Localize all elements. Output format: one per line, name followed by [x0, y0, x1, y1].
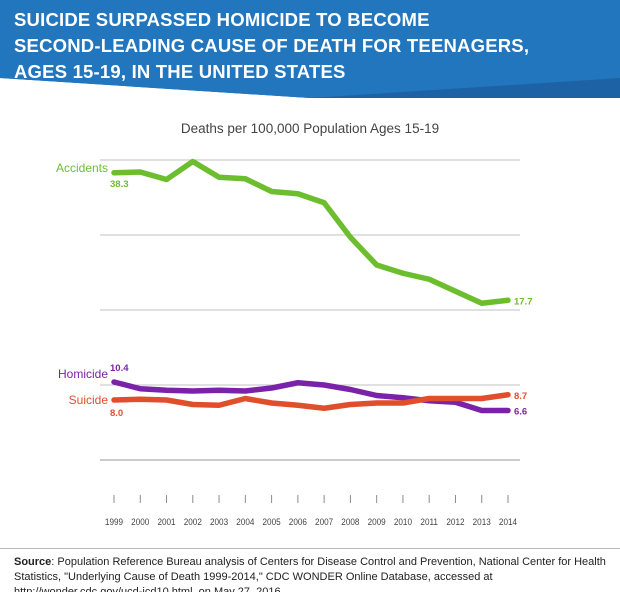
series-line-homicide — [111, 379, 511, 414]
x-tick-label: 2005 — [263, 516, 281, 527]
source-text: : Population Reference Bureau analysis o… — [14, 556, 606, 592]
x-tick-label: 2003 — [210, 516, 228, 527]
line-chart: Deaths per 100,000 Population Ages 15-19… — [56, 121, 533, 527]
banner-band — [0, 0, 620, 98]
x-tick-label: 2013 — [473, 516, 491, 527]
x-tick-label: 2004 — [236, 516, 254, 527]
source-label: Source — [14, 556, 52, 568]
x-tick-label: 2010 — [394, 516, 412, 527]
series-line-accidents — [111, 158, 511, 306]
x-axis: 1999 2000 2001 2002 2003 2004 2005 2006 2007 2008… — [105, 495, 517, 527]
x-tick-label: 2002 — [184, 516, 202, 527]
series-end-label: 17.7 — [514, 296, 533, 307]
header-banner: SUICIDE SURPASSED HOMICIDE TO BECOME SEC… — [0, 0, 620, 110]
x-tick-label: 2007 — [315, 516, 333, 527]
series-start-label: 10.4 — [110, 363, 129, 374]
source-note: Source: Population Reference Bureau anal… — [0, 549, 620, 592]
banner-title-line-1: SUICIDE SURPASSED HOMICIDE TO BECOME — [14, 9, 430, 30]
series-name-suicide: Suicide — [69, 393, 109, 407]
source-footer: Source: Population Reference Bureau anal… — [0, 548, 620, 592]
x-tick-label: 2014 — [499, 516, 517, 527]
series-start-label: 38.3 — [110, 179, 129, 190]
x-tick-label: 1999 — [105, 516, 123, 527]
banner-title-line-3: AGES 15-19, IN THE UNITED STATES — [14, 61, 346, 82]
series-name-accidents: Accidents — [56, 161, 108, 175]
x-tick-label: 2012 — [446, 516, 464, 527]
banner-title-line-2: SECOND-LEADING CAUSE OF DEATH FOR TEENAG… — [14, 35, 530, 56]
grid — [100, 159, 520, 461]
x-tick-label: 2009 — [368, 516, 386, 527]
series-end-label: 6.6 — [514, 407, 527, 418]
x-tick-label: 2001 — [157, 516, 175, 527]
series-end-label: 8.7 — [514, 391, 527, 402]
chart-title: Deaths per 100,000 Population Ages 15-19 — [181, 121, 439, 136]
series-line-suicide — [111, 392, 511, 411]
series-name-homicide: Homicide — [58, 367, 108, 381]
x-tick-label: 2006 — [289, 516, 307, 527]
x-tick-label: 2008 — [341, 516, 359, 527]
x-tick-label: 2011 — [420, 516, 438, 527]
series-lines — [111, 158, 511, 414]
x-tick-label: 2000 — [131, 516, 149, 527]
banner-background — [0, 0, 620, 98]
series-start-label: 8.0 — [110, 408, 123, 419]
